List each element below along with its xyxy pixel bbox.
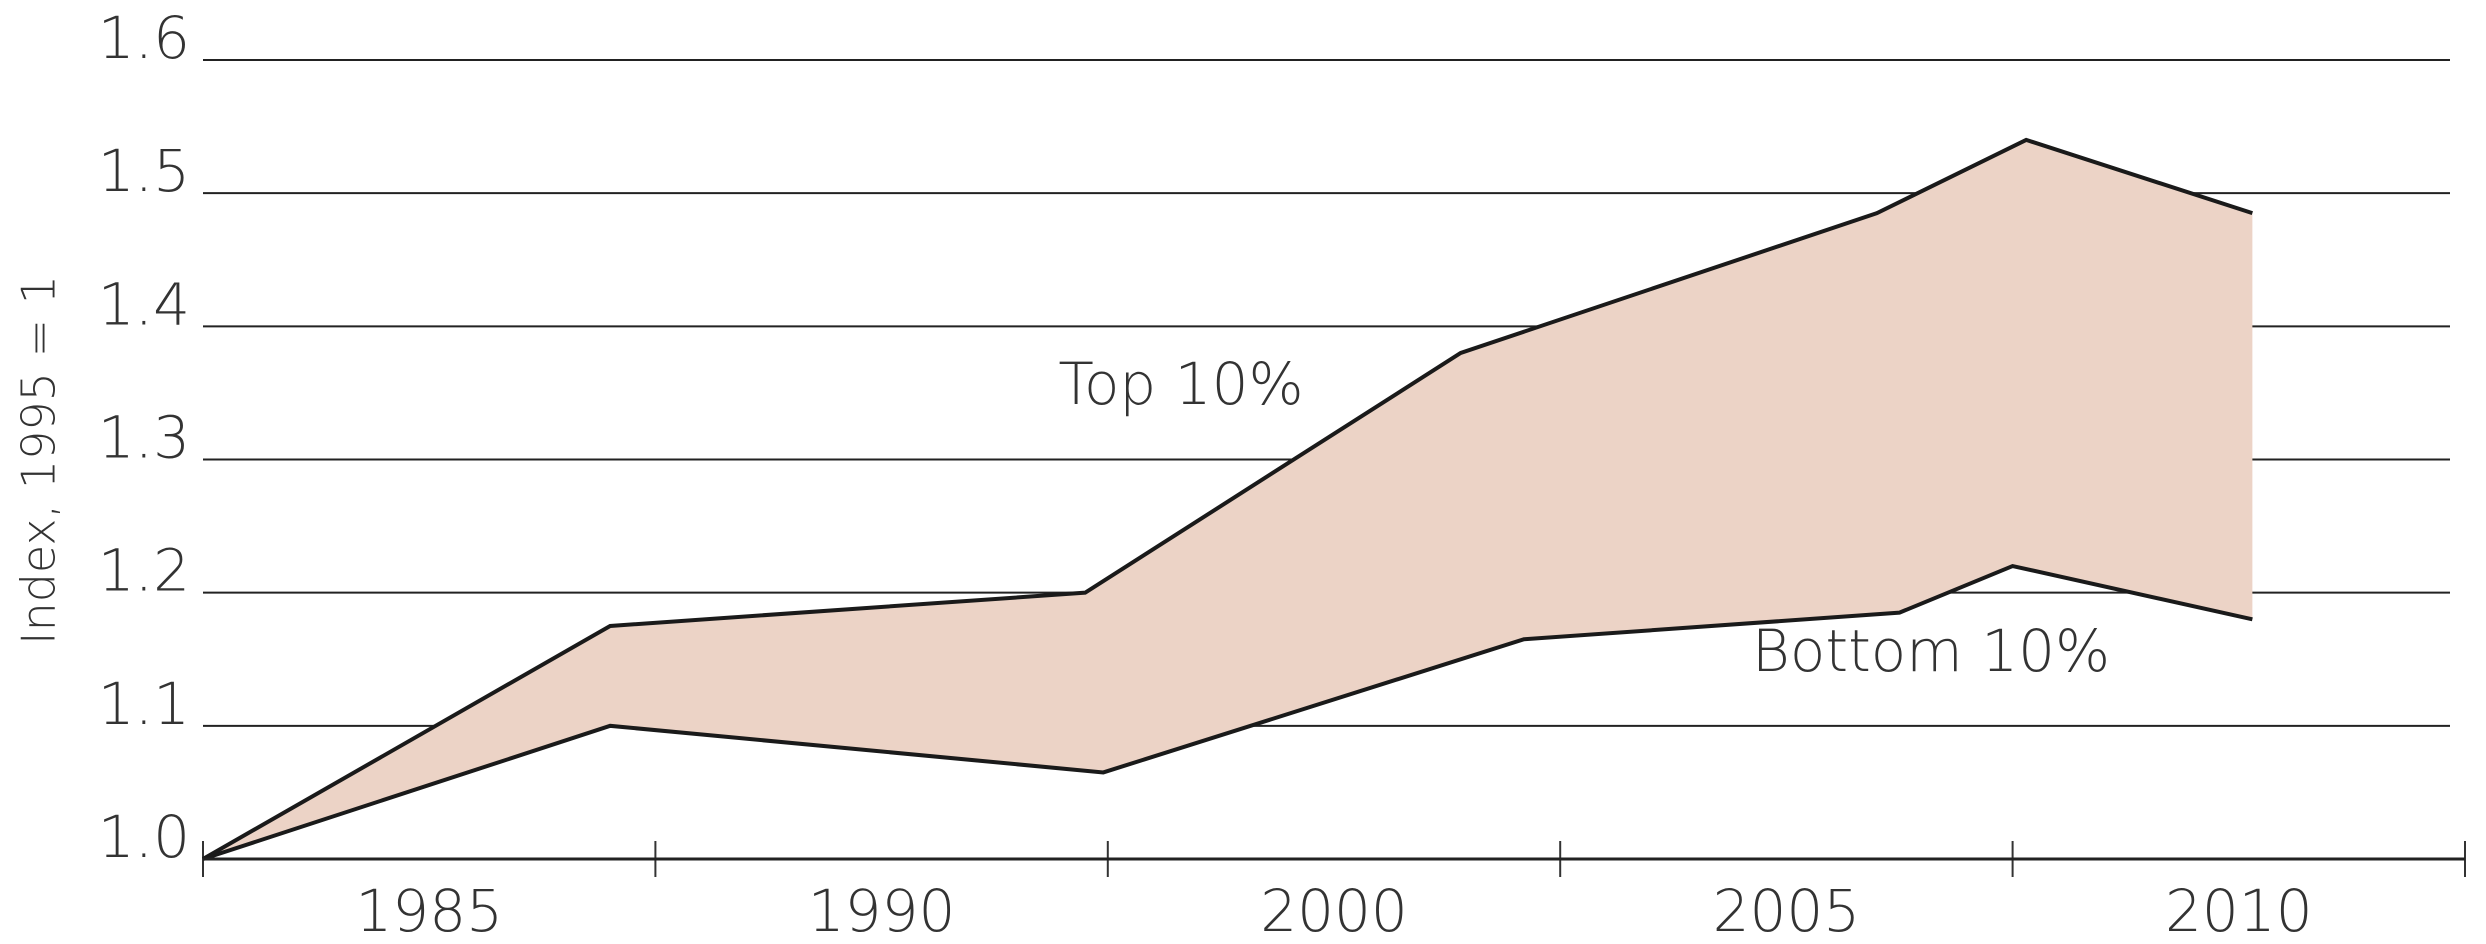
x-tick-label: 2005 [1713,877,1861,944]
y-tick-label: 1.0 [98,803,190,871]
series-label: Bottom 10% [1752,617,2110,685]
x-tick-label: 2010 [2165,877,2313,944]
y-tick-label: 1.3 [98,404,190,472]
series-line [202,137,2253,861]
y-tick-label: 1.4 [98,270,190,338]
series-line [202,563,2253,861]
range-fill [203,139,2253,859]
x-tick-label: 1985 [355,877,503,944]
y-axis-label: Index, 1995 = 1 [12,275,66,645]
y-tick-label: 1.6 [98,4,190,72]
x-tick-label: 1990 [808,877,956,944]
y-tick-label: 1.1 [98,670,190,738]
y-tick-label: 1.5 [98,137,190,205]
series-label: Top 10% [1058,350,1303,418]
x-tick-label: 2000 [1260,877,1408,944]
y-tick-label: 1.2 [98,537,190,605]
